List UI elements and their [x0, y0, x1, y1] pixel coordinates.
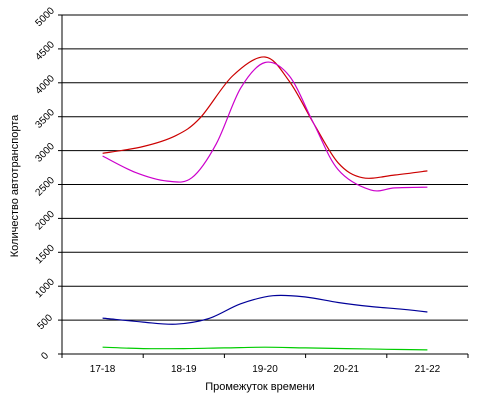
y-axis-title: Количество автотранспорта: [9, 114, 21, 257]
series-line-1: [102, 56, 428, 179]
x-tick-label: 17-18: [90, 364, 116, 375]
x-tick-label: 18-19: [171, 364, 197, 375]
y-tick-labels: 0 500 1000 1500 2000 2500 3000 3500 4000 4500 5000: [33, 5, 57, 362]
series-line-4: [102, 346, 428, 351]
series-line-3: [102, 294, 428, 325]
series-group: [102, 56, 428, 351]
y-tick-label: 2000: [33, 209, 57, 233]
y-tick-label: 3000: [33, 141, 57, 165]
y-tick-label: 1000: [33, 276, 57, 300]
x-tick-label: 20-21: [333, 364, 359, 375]
x-tick-labels: 17-18 18-19 19-20 20-21 21-22: [90, 364, 441, 375]
x-tick-label: 21-22: [415, 364, 441, 375]
y-tick-label: 1500: [33, 242, 57, 266]
x-tick-label: 19-20: [252, 364, 278, 375]
y-tick-label: 4500: [33, 39, 57, 63]
grid-lines: [58, 14, 468, 355]
axes: [61, 15, 469, 358]
y-tick-label: 2500: [33, 175, 57, 199]
y-tick-label: 5000: [33, 5, 57, 29]
y-tick-label: 0: [39, 350, 51, 362]
series-line-2: [102, 61, 428, 192]
y-tick-label: 3500: [33, 107, 57, 131]
y-tick-label: 500: [35, 312, 55, 332]
y-tick-label: 4000: [33, 73, 57, 97]
x-axis-title: Промежуток времени: [205, 381, 315, 393]
